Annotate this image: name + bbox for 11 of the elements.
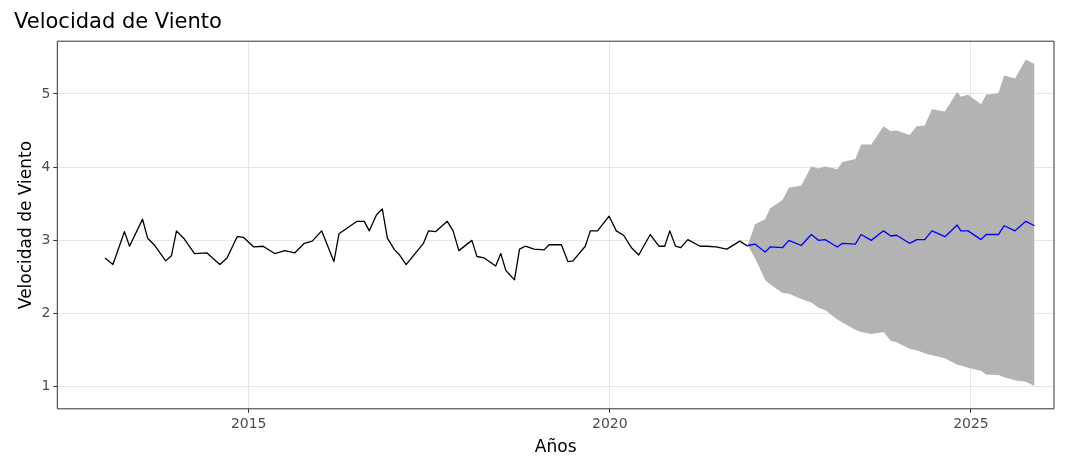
x-tick-label: 2025 (953, 414, 989, 431)
chart-title: Velocidad de Viento (14, 9, 222, 34)
y-axis-title: Velocidad de Viento (14, 140, 35, 310)
y-tick-label: 3 (41, 231, 51, 248)
x-tick-label: 2020 (592, 414, 628, 431)
y-tick-label: 1 (41, 377, 51, 394)
x-axis-title: Años (534, 436, 577, 457)
x-tick-label: 2015 (230, 414, 267, 431)
y-tick-label: 5 (41, 84, 51, 101)
y-tick-label: 4 (41, 157, 51, 174)
y-tick-label: 2 (41, 304, 51, 321)
